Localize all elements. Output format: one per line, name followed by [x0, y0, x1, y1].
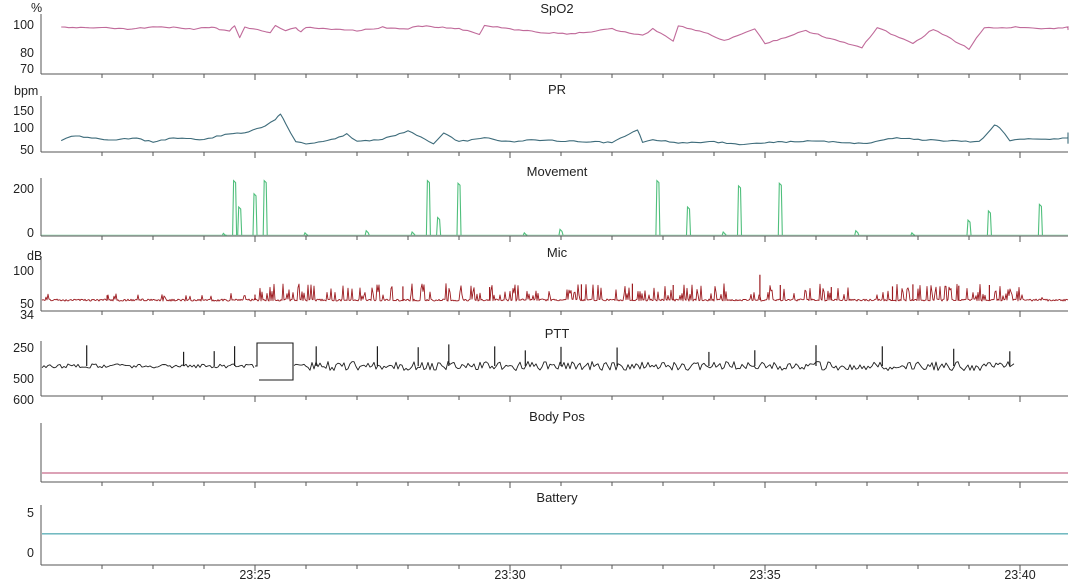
panel-title-spo2: SpO2 — [540, 1, 573, 16]
movement-spike-7 — [410, 231, 416, 236]
panel-title-pr: PR — [548, 82, 566, 97]
panel-title-ptt: PTT — [545, 326, 570, 341]
ytick-movement-0: 0 — [27, 226, 34, 240]
movement-spike-14 — [685, 205, 692, 236]
ytick-pr-100: 100 — [13, 121, 34, 135]
panel-title-movement: Movement — [527, 164, 588, 179]
movement-spike-11 — [522, 231, 528, 236]
movement-spike-15 — [721, 231, 727, 236]
xtick-2330: 23:30 — [494, 568, 525, 582]
movement-spike-1 — [232, 179, 238, 236]
ptt-trace-1 — [293, 361, 1015, 371]
movement-spike-8 — [425, 179, 431, 236]
movement-spike-9 — [436, 216, 442, 236]
movement-spike-20 — [966, 218, 972, 236]
movement-spike-4 — [262, 179, 268, 236]
spo2-trace — [61, 24, 1069, 50]
movement-spike-19 — [910, 231, 915, 236]
movement-spike-18 — [854, 229, 860, 236]
xtick-2340: 23:40 — [1004, 568, 1035, 582]
ytick-mic-34: 34 — [20, 308, 34, 322]
movement-spike-16 — [736, 184, 743, 236]
mic-trace — [41, 283, 1069, 302]
ytick-pr-150: 150 — [13, 104, 34, 118]
movement-spike-5 — [303, 231, 309, 236]
panel-title-mic: Mic — [547, 245, 568, 260]
unit-label-mic: dB — [27, 249, 42, 263]
movement-spike-0 — [221, 232, 227, 237]
ytick-spo2-80: 80 — [20, 46, 34, 60]
ytick-ptt-600: 600 — [13, 393, 34, 407]
panel-title-battery: Battery — [536, 490, 578, 505]
movement-spike-2 — [237, 205, 243, 236]
ytick-spo2-100: 100 — [13, 18, 34, 32]
movement-spike-10 — [456, 181, 462, 236]
unit-label-spo2: % — [31, 1, 42, 15]
panel-title-body-pos: Body Pos — [529, 409, 585, 424]
movement-spike-6 — [364, 229, 370, 236]
ytick-movement-200: 200 — [13, 182, 34, 196]
ytick-spo2-70: 70 — [20, 62, 34, 76]
traces-group — [41, 24, 1069, 535]
movement-spike-12 — [558, 228, 564, 236]
movement-spike-21 — [986, 209, 992, 236]
ytick-pr-50: 50 — [20, 143, 34, 157]
xtick-2325: 23:25 — [239, 568, 270, 582]
ytick-mic-100: 100 — [13, 264, 34, 278]
movement-spike-22 — [1037, 203, 1043, 236]
axes-group — [40, 14, 1068, 571]
ytick-battery-5: 5 — [27, 506, 34, 520]
movement-spike-13 — [655, 179, 661, 236]
ytick-ptt-500: 500 — [13, 372, 34, 386]
xtick-2335: 23:35 — [749, 568, 780, 582]
ptt-artifact — [255, 342, 294, 381]
ytick-mic-50: 50 — [20, 297, 34, 311]
pr-trace — [60, 113, 1069, 146]
unit-label-pr: bpm — [14, 84, 38, 98]
ptt-trace-0 — [41, 363, 255, 369]
movement-spike-17 — [777, 181, 783, 236]
ytick-ptt-250: 250 — [13, 341, 34, 355]
movement-spike-3 — [252, 192, 258, 236]
ytick-battery-0: 0 — [27, 546, 34, 560]
